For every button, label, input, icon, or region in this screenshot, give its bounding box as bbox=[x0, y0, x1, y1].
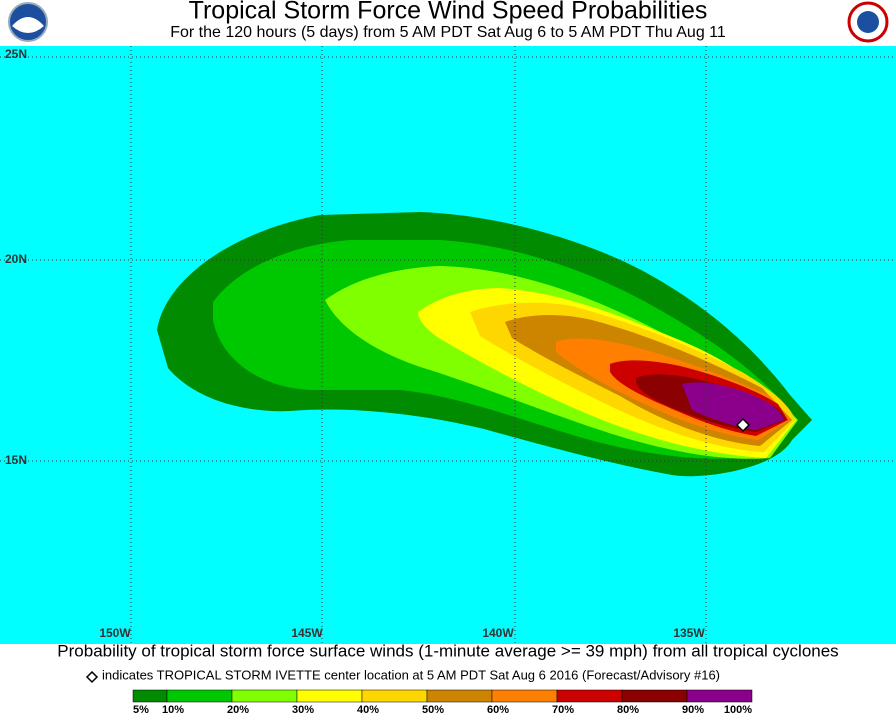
subtitle: For the 120 hours (5 days) from 5 AM PDT… bbox=[170, 24, 726, 41]
noaa-logo-bird bbox=[12, 17, 44, 33]
legend-label: 20% bbox=[227, 704, 249, 716]
legend-label: 60% bbox=[487, 704, 509, 716]
legend-label: 10% bbox=[162, 704, 184, 716]
legend-label: 70% bbox=[552, 704, 574, 716]
legend-swatch bbox=[231, 689, 298, 703]
legend-label: 80% bbox=[617, 704, 639, 716]
legend-label: 100% bbox=[724, 704, 752, 716]
lat-label: 20N bbox=[5, 252, 27, 266]
nws-logo-center bbox=[857, 11, 879, 33]
lon-label: 145W bbox=[291, 626, 323, 640]
lon-label: 150W bbox=[99, 626, 131, 640]
lat-label: 25N bbox=[5, 47, 27, 61]
storm-center-marker bbox=[735, 417, 751, 433]
legend-swatch bbox=[426, 689, 493, 703]
legend-swatch bbox=[621, 689, 688, 703]
lon-label: 135W bbox=[673, 626, 705, 640]
legend-swatch bbox=[296, 689, 363, 703]
caption: Probability of tropical storm force surf… bbox=[57, 641, 838, 660]
legend-swatch bbox=[166, 689, 233, 703]
legend-swatch bbox=[491, 689, 558, 703]
legend-label: 50% bbox=[422, 704, 444, 716]
legend-label: 40% bbox=[357, 704, 379, 716]
probability-contours bbox=[157, 212, 812, 477]
lon-label: 140W bbox=[482, 626, 514, 640]
lat-label: 15N bbox=[5, 453, 27, 467]
legend-label: 90% bbox=[682, 704, 704, 716]
legend: 5% 10% 20% 30% 40% 50% 60% 70% 80% 90% 100% bbox=[132, 689, 753, 716]
graticule bbox=[0, 46, 896, 644]
note-marker bbox=[85, 670, 99, 684]
legend-label: 30% bbox=[292, 704, 314, 716]
legend-swatch bbox=[132, 689, 168, 703]
legend-swatch bbox=[686, 689, 753, 703]
note: indicates TROPICAL STORM IVETTE center l… bbox=[102, 667, 720, 682]
legend-swatch bbox=[556, 689, 623, 703]
title: Tropical Storm Force Wind Speed Probabil… bbox=[189, 0, 708, 25]
legend-swatch bbox=[361, 689, 428, 703]
legend-label: 5% bbox=[133, 704, 149, 716]
contour-90 bbox=[682, 382, 784, 430]
